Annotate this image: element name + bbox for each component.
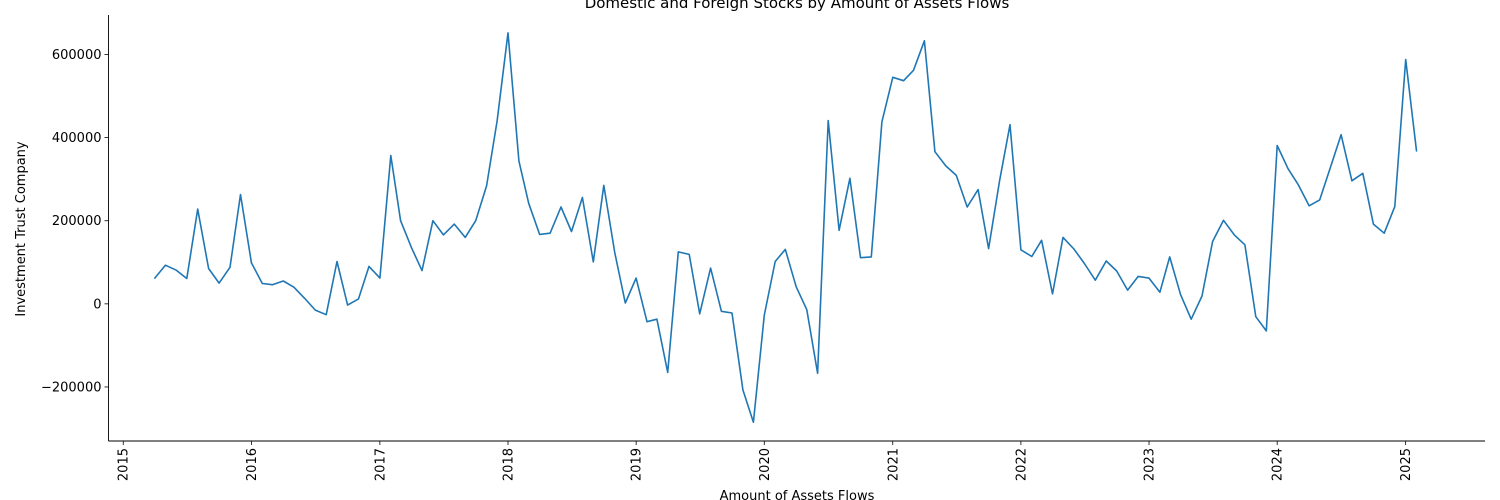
x-tick-label: 2018 [502,448,517,481]
x-tick-label: 2020 [758,448,773,481]
x-tick-label: 2021 [886,448,901,481]
y-tick-label: 0 [93,297,101,312]
x-tick-label: 2025 [1399,448,1414,481]
y-axis-ticks: −200000 0 200000 400000 600000 [41,48,109,395]
x-tick-label: 2022 [1014,448,1029,481]
x-tick-label: 2019 [630,448,645,481]
chart-title: Domestic and Foreign Stocks by Amount of… [585,0,1010,12]
x-tick-label: 2016 [245,448,260,481]
x-tick-label: 2017 [373,448,388,481]
y-axis-label: Investment Trust Company [14,141,29,317]
x-tick-label: 2023 [1143,448,1158,481]
series-line [154,32,1418,424]
series-group [154,32,1418,424]
y-tick-label: −200000 [41,380,102,395]
x-tick-label: 2015 [117,448,132,481]
x-tick-label: 2024 [1271,448,1286,481]
y-tick-label: 400000 [52,131,102,146]
y-tick-label: 200000 [52,214,102,229]
x-axis-label: Amount of Assets Flows [720,489,875,500]
x-axis-ticks: 2015 2016 2017 2018 2019 2020 2021 2022 2023 2024… [117,441,1414,481]
y-tick-label: 600000 [52,48,102,63]
